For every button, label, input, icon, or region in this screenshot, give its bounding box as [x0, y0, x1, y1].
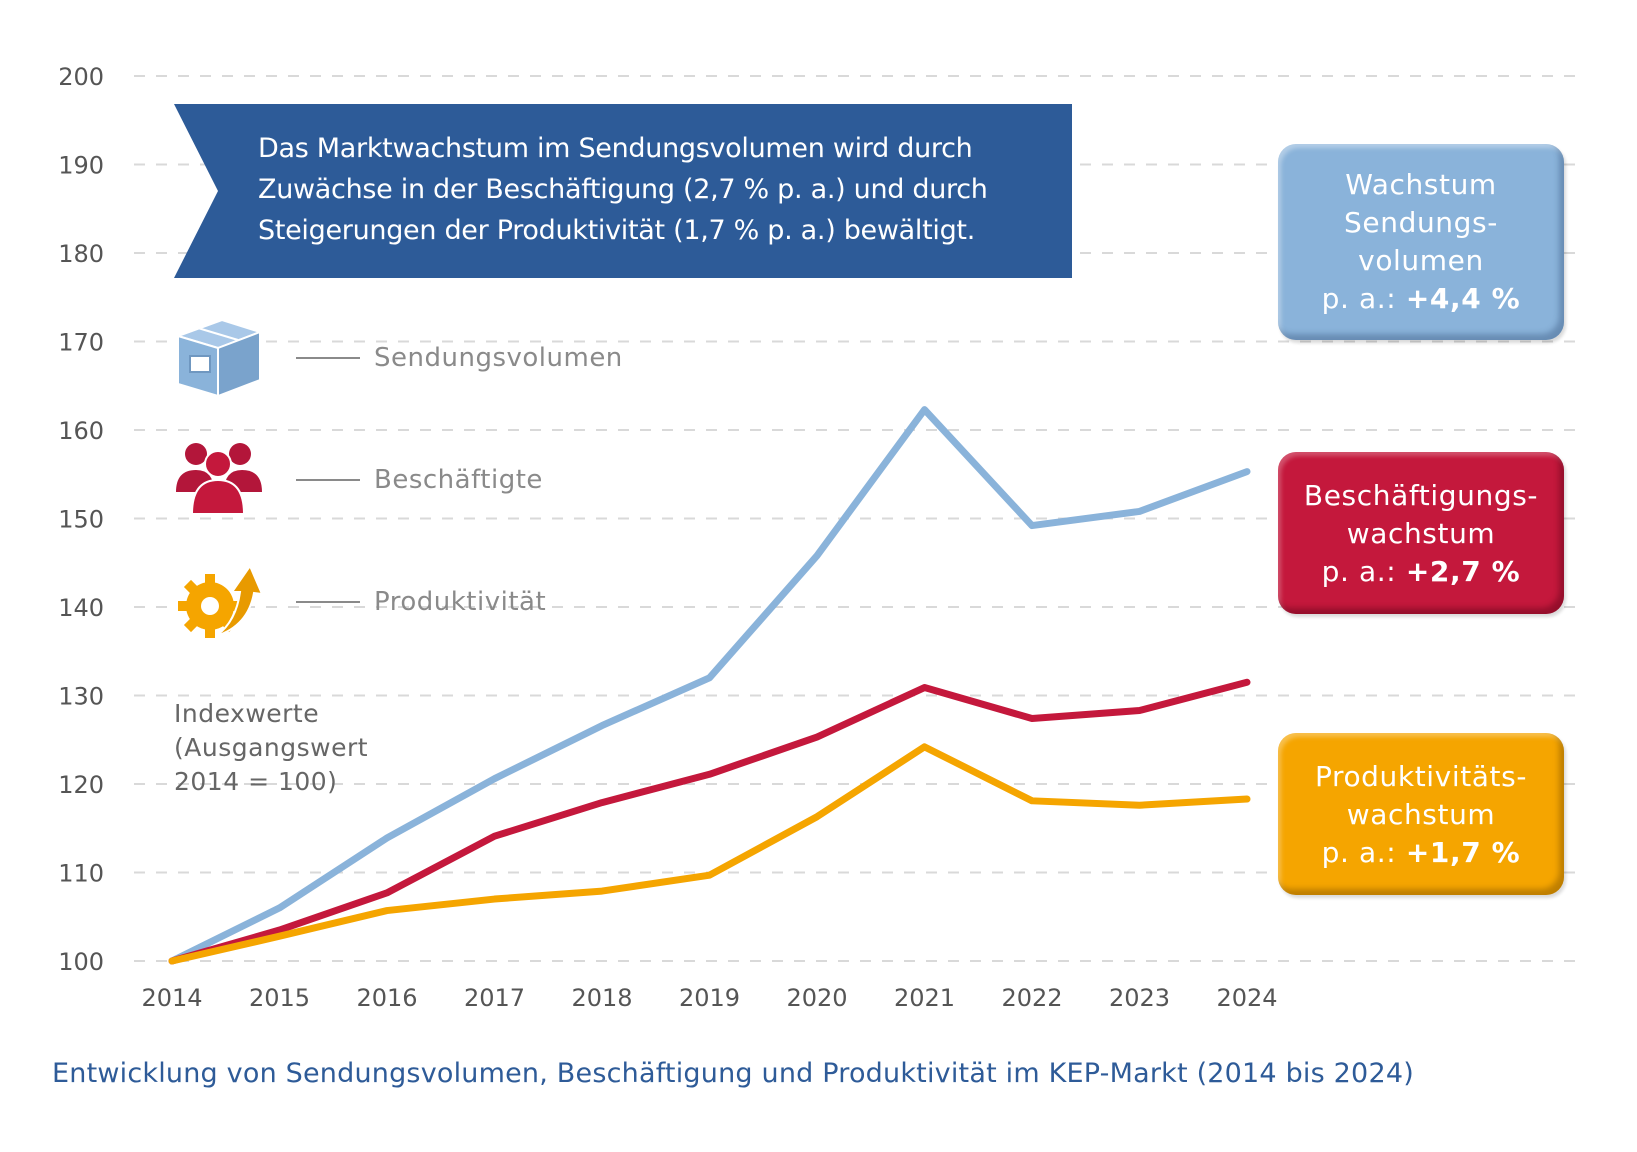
x-tick-label: 2015 — [249, 984, 310, 1012]
x-tick-label: 2018 — [571, 984, 632, 1012]
y-tick-label: 150 — [58, 506, 104, 534]
x-tick-label: 2021 — [894, 984, 955, 1012]
y-tick-label: 140 — [58, 594, 104, 622]
stat-box-rate: p. a.: +4,4 % — [1278, 280, 1564, 318]
legend-line — [296, 357, 360, 359]
legend-line — [296, 479, 360, 481]
index-note-line: 2014 = 100) — [174, 767, 338, 796]
chart-caption: Entwicklung von Sendungsvolumen, Beschäf… — [52, 1058, 1414, 1089]
series-lines — [168, 406, 1251, 965]
index-note: Indexwerte (Ausgangswert 2014 = 100) — [174, 697, 368, 799]
people-group-icon — [176, 443, 262, 515]
stat-box-line: wachstum — [1346, 517, 1496, 550]
legend-item-produktivitaet: Produktivität — [174, 562, 546, 642]
gear-arrow-icon — [178, 563, 264, 638]
x-tick-label: 2019 — [679, 984, 740, 1012]
stat-box-prefix: p. a.: — [1321, 836, 1406, 869]
stat-box-line: wachstum — [1346, 798, 1496, 831]
banner-line: Das Marktwachstum im Sendungsvolumen wir… — [258, 133, 973, 164]
y-tick-label: 120 — [58, 771, 104, 799]
stat-box-line: Beschäftigungs- — [1303, 479, 1539, 512]
y-tick-label: 200 — [58, 63, 104, 91]
x-tick-label: 2020 — [786, 984, 847, 1012]
y-tick-label: 170 — [58, 329, 104, 357]
stat-box-value: +1,7 % — [1405, 836, 1521, 869]
x-tick-label: 2022 — [1001, 984, 1062, 1012]
x-tick-label: 2017 — [464, 984, 525, 1012]
stat-box-line: Sendungs- — [1344, 206, 1498, 239]
y-tick-label: 180 — [58, 240, 104, 268]
banner-line: Steigerungen der Produktivität (1,7 % p.… — [258, 215, 975, 246]
info-banner — [174, 104, 1072, 278]
stat-box-rate: p. a.: +1,7 % — [1278, 834, 1564, 872]
legend-label: Beschäftigte — [374, 465, 543, 495]
stat-box-sendungsvolumen: Wachstum Sendungs- volumen p. a.: +4,4 % — [1278, 144, 1564, 340]
stat-box-rate: p. a.: +2,7 % — [1278, 553, 1564, 591]
banner-line: Zuwächse in der Beschäftigung (2,7 % p. … — [258, 174, 988, 205]
banner-text: Das Marktwachstum im Sendungsvolumen wir… — [258, 128, 1078, 251]
index-note-line: Indexwerte — [174, 699, 320, 728]
legend-label: Produktivität — [374, 587, 547, 617]
legend-item-sendungsvolumen: Sendungsvolumen — [174, 318, 623, 398]
stat-box-produktivitaet: Produktivitäts- wachstum p. a.: +1,7 % — [1278, 733, 1564, 895]
x-tick-label: 2024 — [1216, 984, 1277, 1012]
stat-box-prefix: p. a.: — [1321, 555, 1406, 588]
x-tick-label: 2014 — [141, 984, 202, 1012]
x-tick-label: 2016 — [356, 984, 417, 1012]
legend-label: Sendungsvolumen — [374, 343, 623, 373]
stat-box-value: +2,7 % — [1405, 555, 1521, 588]
x-tick-label: 2023 — [1109, 984, 1170, 1012]
legend-line — [296, 601, 360, 603]
index-note-line: (Ausgangswert — [174, 733, 369, 762]
stat-box-beschaeftigung: Beschäftigungs- wachstum p. a.: +2,7 % — [1278, 452, 1564, 614]
y-axis-ticks: 100 110 120 130 140 150 160 170 180 190 200 — [58, 63, 104, 976]
y-tick-label: 190 — [58, 152, 104, 180]
x-axis-ticks: 2014 2015 2016 2017 2018 2019 2020 2021 2022 2023… — [141, 984, 1277, 1012]
y-tick-label: 110 — [58, 860, 104, 888]
y-tick-label: 100 — [58, 948, 104, 976]
stat-box-line: Wachstum — [1345, 168, 1497, 201]
stat-box-line: Produktivitäts- — [1314, 760, 1528, 793]
legend-item-beschaeftigte: Beschäftigte — [174, 440, 543, 520]
stat-box-value: +4,4 % — [1405, 282, 1521, 315]
stat-box-line: volumen — [1358, 244, 1484, 277]
package-box-icon — [174, 318, 264, 398]
y-tick-label: 160 — [58, 417, 104, 445]
stat-box-prefix: p. a.: — [1321, 282, 1406, 315]
y-tick-label: 130 — [58, 683, 104, 711]
